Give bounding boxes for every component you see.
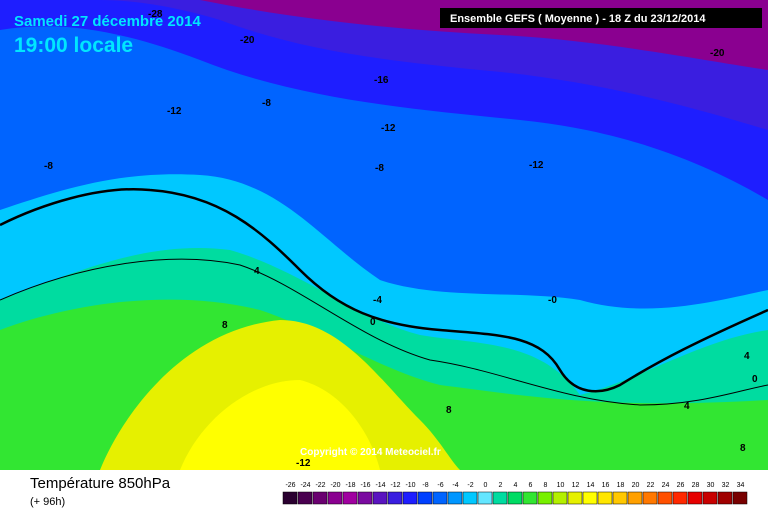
legend-value: -12	[390, 482, 400, 489]
legend-value: 2	[499, 482, 503, 489]
legend-value: 26	[677, 482, 685, 489]
legend-swatch	[447, 491, 463, 505]
band	[180, 380, 380, 470]
footer-lead: (+ 96h)	[30, 496, 65, 508]
contour-label: 4	[684, 401, 690, 412]
legend-swatch	[732, 491, 748, 505]
legend-value: 14	[587, 482, 595, 489]
date-label: Samedi 27 décembre 2014	[14, 13, 201, 30]
legend-value: -20	[330, 482, 340, 489]
contour-label: 4	[254, 266, 260, 277]
legend-swatch	[567, 491, 583, 505]
legend-value: -8	[422, 482, 428, 489]
legend-value: 20	[632, 482, 640, 489]
contour-label: -16	[374, 75, 389, 86]
contour-label: -8	[375, 163, 384, 174]
legend-swatch	[402, 491, 418, 505]
legend-value: 16	[602, 482, 610, 489]
contour-label: 8	[222, 320, 228, 331]
legend-swatch	[612, 491, 628, 505]
contour-label: -12	[167, 106, 182, 117]
legend-swatch	[537, 491, 553, 505]
legend-swatch	[552, 491, 568, 505]
legend-swatch	[642, 491, 658, 505]
legend-swatch	[372, 491, 388, 505]
legend-swatch	[582, 491, 598, 505]
copyright: Copyright © 2014 Meteociel.fr	[300, 447, 441, 458]
model-title: Ensemble GEFS ( Moyenne ) - 18 Z du 23/1…	[450, 13, 706, 25]
contour-label: -12	[529, 160, 544, 171]
contour-label: -20	[240, 35, 255, 46]
contour-label: 8	[446, 405, 452, 416]
contour-label: 0	[370, 317, 376, 328]
footer-title: Température 850hPa	[30, 475, 171, 492]
legend-swatch	[327, 491, 343, 505]
contour-label: -4	[373, 295, 382, 306]
legend-value: 0	[484, 482, 488, 489]
contour-label: 8	[740, 443, 746, 454]
zero-contour	[0, 188, 768, 393]
legend-swatch	[417, 491, 433, 505]
legend-value: 4	[514, 482, 518, 489]
legend-swatch	[597, 491, 613, 505]
legend-value: -14	[375, 482, 385, 489]
legend-swatch	[387, 491, 403, 505]
contour-label: -12	[381, 123, 396, 134]
time-label: 19:00 locale	[14, 34, 133, 57]
legend-swatch	[357, 491, 373, 505]
legend-value: -18	[345, 482, 355, 489]
contour-label: -8	[44, 161, 53, 172]
contour-label: -20	[710, 48, 725, 59]
legend-value: 22	[647, 482, 655, 489]
legend-value: 12	[572, 482, 580, 489]
contour-label: -8	[262, 98, 271, 109]
legend-value: 8	[544, 482, 548, 489]
contour-label: 0	[752, 374, 758, 385]
legend-value: -6	[437, 482, 443, 489]
legend-swatch	[297, 491, 313, 505]
legend-swatch	[492, 491, 508, 505]
legend-swatch	[717, 491, 733, 505]
legend-value: 32	[722, 482, 730, 489]
legend-value: 28	[692, 482, 700, 489]
legend-swatch	[432, 491, 448, 505]
model-box	[440, 8, 762, 28]
legend-swatch	[507, 491, 523, 505]
contour-label: -0	[548, 295, 557, 306]
legend-swatch	[477, 491, 493, 505]
footer-bg	[0, 470, 768, 512]
legend-value: -2	[467, 482, 473, 489]
legend-value: 24	[662, 482, 670, 489]
legend-value: -16	[360, 482, 370, 489]
legend-swatch	[282, 491, 298, 505]
contour-label: 4	[744, 351, 750, 362]
contour-label: -12	[296, 458, 311, 469]
legend-swatch	[312, 491, 328, 505]
legend-value: -22	[315, 482, 325, 489]
legend-value: 6	[529, 482, 533, 489]
legend-swatch	[627, 491, 643, 505]
legend-value: -4	[452, 482, 458, 489]
legend-value: 18	[617, 482, 625, 489]
legend-swatch	[342, 491, 358, 505]
legend-swatch	[687, 491, 703, 505]
contour-line	[0, 258, 768, 406]
legend-swatch	[462, 491, 478, 505]
legend-value: 34	[737, 482, 745, 489]
legend-value: -24	[300, 482, 310, 489]
legend-swatch	[702, 491, 718, 505]
contour-label: -28	[148, 9, 163, 20]
legend-value: -10	[405, 482, 415, 489]
legend-value: 30	[707, 482, 715, 489]
legend-swatch	[672, 491, 688, 505]
legend-value: -26	[285, 482, 295, 489]
legend-swatch	[522, 491, 538, 505]
legend-swatch	[657, 491, 673, 505]
legend-value: 10	[557, 482, 565, 489]
